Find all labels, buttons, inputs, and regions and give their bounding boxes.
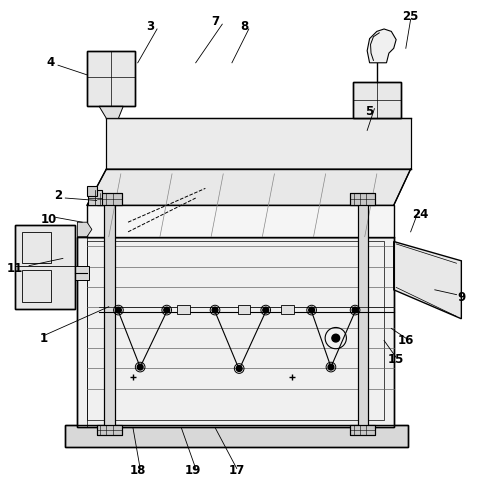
Bar bbox=[87, 205, 394, 237]
Circle shape bbox=[328, 364, 334, 370]
Bar bbox=[104, 200, 115, 427]
Polygon shape bbox=[87, 169, 410, 205]
Bar bbox=[22, 232, 51, 263]
Circle shape bbox=[137, 364, 143, 370]
Text: 10: 10 bbox=[40, 213, 57, 226]
Bar bbox=[78, 237, 394, 427]
Circle shape bbox=[164, 307, 170, 313]
Polygon shape bbox=[367, 29, 396, 63]
Bar bbox=[177, 305, 190, 314]
Text: 15: 15 bbox=[388, 354, 405, 366]
Bar bbox=[15, 225, 75, 309]
Text: 17: 17 bbox=[229, 465, 245, 477]
Bar bbox=[65, 425, 408, 447]
Bar bbox=[97, 193, 122, 205]
Bar bbox=[350, 425, 375, 435]
Bar bbox=[358, 200, 368, 427]
Bar bbox=[88, 190, 102, 205]
Bar bbox=[87, 51, 135, 106]
Bar bbox=[87, 242, 384, 420]
Text: 24: 24 bbox=[412, 209, 428, 221]
Text: 19: 19 bbox=[185, 465, 202, 477]
Bar bbox=[238, 305, 250, 314]
Text: 8: 8 bbox=[240, 20, 248, 33]
Text: 11: 11 bbox=[6, 262, 23, 274]
Text: 18: 18 bbox=[129, 465, 146, 477]
Circle shape bbox=[332, 334, 340, 342]
Bar bbox=[353, 82, 401, 118]
Bar bbox=[97, 425, 122, 435]
Bar bbox=[353, 82, 401, 118]
Polygon shape bbox=[106, 118, 410, 169]
Text: 7: 7 bbox=[211, 15, 219, 28]
Bar bbox=[97, 425, 122, 435]
Polygon shape bbox=[99, 106, 123, 118]
Polygon shape bbox=[394, 242, 461, 319]
Bar bbox=[87, 186, 97, 196]
Circle shape bbox=[116, 307, 122, 313]
Circle shape bbox=[212, 307, 218, 313]
Bar bbox=[281, 305, 294, 314]
Circle shape bbox=[263, 307, 268, 313]
Bar bbox=[97, 193, 122, 205]
Bar bbox=[350, 425, 375, 435]
Bar bbox=[75, 266, 89, 280]
Bar bbox=[15, 225, 75, 309]
Circle shape bbox=[352, 307, 358, 313]
Circle shape bbox=[236, 366, 242, 371]
Text: 3: 3 bbox=[146, 20, 154, 33]
Circle shape bbox=[309, 307, 315, 313]
Bar bbox=[65, 425, 408, 447]
Bar bbox=[350, 193, 375, 205]
Text: 25: 25 bbox=[403, 11, 419, 23]
Bar bbox=[78, 237, 394, 427]
Text: 9: 9 bbox=[457, 291, 466, 303]
Text: 5: 5 bbox=[366, 105, 374, 117]
Bar bbox=[87, 51, 135, 106]
Bar bbox=[350, 193, 375, 205]
Bar bbox=[22, 270, 51, 302]
Bar bbox=[358, 200, 368, 427]
Bar bbox=[104, 200, 115, 427]
Text: 16: 16 bbox=[398, 334, 414, 347]
Text: 1: 1 bbox=[40, 332, 48, 344]
Text: 2: 2 bbox=[54, 189, 62, 202]
Polygon shape bbox=[78, 222, 92, 237]
Text: 4: 4 bbox=[47, 57, 55, 69]
